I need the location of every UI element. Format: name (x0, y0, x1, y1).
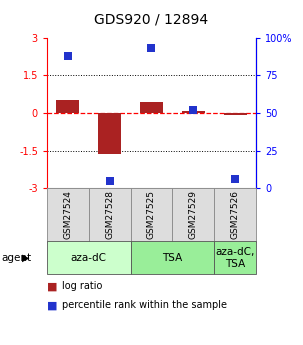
Text: GSM27529: GSM27529 (189, 190, 198, 239)
Point (233, 176, 238, 182)
Text: percentile rank within the sample: percentile rank within the sample (62, 300, 227, 310)
Point (149, 46, 154, 51)
Point (65, 53, 70, 59)
Bar (98, 113, 121, 154)
Text: ■: ■ (47, 281, 58, 291)
Bar (182, 111, 205, 113)
Bar (140, 102, 163, 113)
Text: TSA: TSA (162, 253, 182, 263)
Text: GSM27528: GSM27528 (105, 190, 114, 239)
Text: GSM27525: GSM27525 (147, 190, 156, 239)
Bar (224, 113, 247, 115)
Point (191, 107, 196, 113)
Text: GDS920 / 12894: GDS920 / 12894 (95, 12, 208, 26)
Text: ■: ■ (47, 300, 58, 310)
Bar (56, 100, 79, 113)
Text: aza-dC,
TSA: aza-dC, TSA (215, 247, 255, 269)
Text: agent: agent (2, 253, 32, 263)
Point (107, 178, 112, 183)
Text: GSM27524: GSM27524 (63, 190, 72, 239)
Text: GSM27526: GSM27526 (231, 190, 240, 239)
Text: ▶: ▶ (22, 253, 29, 263)
Text: log ratio: log ratio (62, 281, 102, 291)
Text: aza-dC: aza-dC (71, 253, 107, 263)
